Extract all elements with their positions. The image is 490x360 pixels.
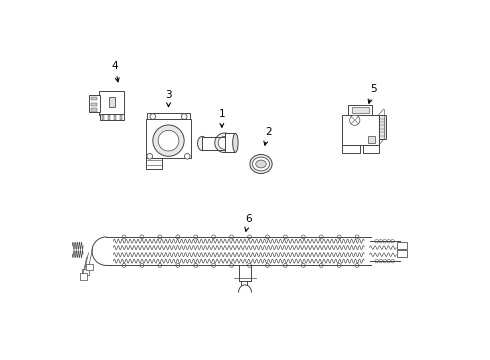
Text: 5: 5	[368, 84, 376, 103]
Bar	[120, 115, 122, 120]
Bar	[80, 273, 87, 280]
Circle shape	[158, 235, 162, 239]
Text: 2: 2	[264, 127, 271, 145]
Circle shape	[212, 235, 216, 239]
Circle shape	[230, 235, 234, 239]
Circle shape	[122, 264, 126, 267]
Circle shape	[375, 259, 378, 263]
Circle shape	[266, 264, 270, 267]
Circle shape	[194, 235, 197, 239]
Bar	[100, 114, 124, 120]
Circle shape	[379, 239, 382, 243]
Bar	[89, 95, 100, 112]
Bar	[82, 269, 89, 275]
Bar	[91, 108, 97, 112]
Text: 3: 3	[165, 90, 172, 107]
Bar	[342, 145, 360, 153]
Circle shape	[184, 153, 190, 159]
Circle shape	[247, 235, 251, 239]
Circle shape	[158, 130, 179, 151]
Ellipse shape	[256, 160, 266, 168]
Circle shape	[387, 259, 391, 263]
Text: 1: 1	[219, 109, 225, 127]
Circle shape	[147, 153, 152, 159]
Circle shape	[391, 259, 394, 263]
Circle shape	[181, 114, 187, 120]
Bar	[397, 242, 407, 249]
Circle shape	[319, 235, 323, 239]
Bar	[348, 105, 372, 115]
Bar	[224, 133, 235, 152]
Circle shape	[350, 115, 360, 125]
Ellipse shape	[250, 154, 272, 174]
Circle shape	[283, 235, 287, 239]
Bar	[146, 120, 191, 158]
Circle shape	[194, 264, 197, 267]
Bar	[363, 145, 379, 153]
Circle shape	[140, 235, 144, 239]
Circle shape	[355, 264, 359, 267]
Bar	[91, 103, 97, 106]
Bar	[379, 115, 386, 139]
Circle shape	[355, 235, 359, 239]
Bar	[114, 115, 116, 120]
Circle shape	[230, 264, 234, 267]
Circle shape	[337, 235, 341, 239]
Circle shape	[247, 264, 251, 267]
Bar	[109, 97, 115, 108]
Circle shape	[301, 264, 305, 267]
Circle shape	[176, 264, 180, 267]
Circle shape	[379, 259, 382, 263]
Ellipse shape	[218, 136, 231, 149]
Circle shape	[176, 235, 180, 239]
Ellipse shape	[233, 133, 238, 152]
Bar	[368, 136, 375, 143]
FancyBboxPatch shape	[99, 91, 124, 114]
Bar	[351, 107, 369, 113]
Circle shape	[383, 259, 387, 263]
Circle shape	[301, 235, 305, 239]
Bar	[101, 115, 104, 120]
Circle shape	[387, 239, 391, 243]
Circle shape	[158, 264, 162, 267]
Circle shape	[391, 239, 394, 243]
Bar	[86, 264, 94, 270]
Bar	[108, 115, 110, 120]
Bar	[202, 137, 224, 150]
Text: 4: 4	[112, 61, 119, 82]
Circle shape	[383, 239, 387, 243]
Ellipse shape	[215, 133, 234, 153]
Circle shape	[337, 264, 341, 267]
Circle shape	[375, 239, 378, 243]
Bar	[147, 113, 190, 120]
Text: 6: 6	[245, 214, 252, 231]
Circle shape	[150, 114, 156, 120]
Circle shape	[140, 264, 144, 267]
Circle shape	[266, 235, 270, 239]
Bar	[91, 96, 97, 100]
Circle shape	[283, 264, 287, 267]
Bar	[397, 250, 407, 257]
Ellipse shape	[197, 136, 207, 150]
Circle shape	[122, 235, 126, 239]
Bar	[146, 158, 162, 168]
Bar	[342, 115, 379, 145]
Circle shape	[212, 264, 216, 267]
Ellipse shape	[252, 157, 270, 171]
Circle shape	[319, 264, 323, 267]
Circle shape	[153, 125, 184, 156]
